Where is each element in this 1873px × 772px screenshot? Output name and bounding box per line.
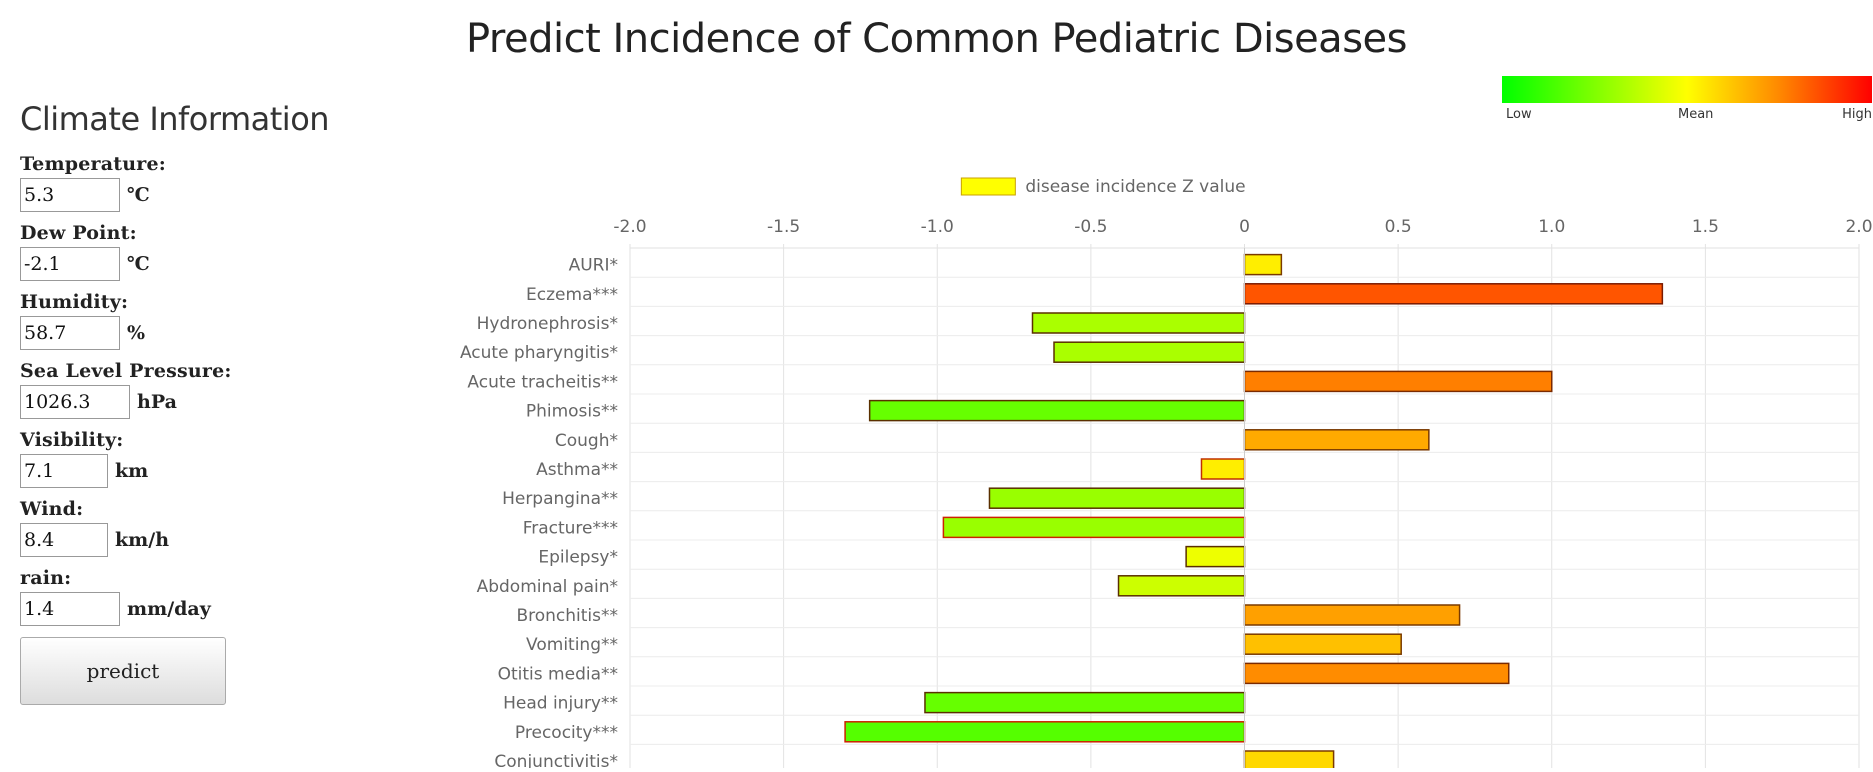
wind-field: Wind: km/h [20,498,420,557]
category-label: Bronchitis** [516,606,618,626]
rain-label: rain: [20,567,72,589]
bar-chart: disease incidence Z value -2.0 -1.5 -1.0 -0.… [460,177,1873,772]
page-title: Predict Incidence of Common Pediatric Di… [466,16,1407,62]
temperature-label: Temperature: [20,153,166,175]
category-label: Otitis media** [498,664,618,684]
color-gradient-bar [1502,76,1872,103]
sea-level-pressure-input[interactable] [20,385,130,419]
bar [1243,283,1664,305]
legend-swatch [960,177,1016,196]
scale-high-label: High [1842,107,1872,122]
bar [942,516,1246,539]
rain-field: rain: mm/day [20,567,420,626]
x-tick-label: -1.0 [921,217,954,237]
bar [1243,370,1553,393]
climate-heading: Climate Information [20,100,330,138]
category-label: Hydronephrosis* [477,314,618,334]
bar [1243,429,1430,451]
bar [1031,312,1246,334]
bar [868,399,1246,422]
climate-form: Climate Information Temperature: ℃ Dew P… [20,100,420,705]
dew-point-input[interactable] [20,247,120,281]
scale-mean-label: Mean [1678,107,1714,122]
rain-input[interactable] [20,592,120,626]
visibility-input[interactable] [20,454,108,488]
category-label: Conjunctivitis* [494,752,618,768]
wind-label: Wind: [20,498,84,520]
category-label: Herpangina** [502,489,618,509]
x-tick-label: 0 [1239,217,1250,237]
bar [1243,662,1510,685]
scale-low-label: Low [1506,107,1532,122]
wind-input[interactable] [20,523,108,557]
chart-area: disease incidence Z value -2.0 -1.5 -1.0 -0.… [0,160,1873,772]
dew-point-label: Dew Point: [20,222,137,244]
humidity-unit: % [127,322,146,344]
category-label: Acute tracheitis** [467,372,618,392]
x-tick-label: -2.0 [613,217,646,237]
bar [988,487,1246,509]
rain-unit: mm/day [127,598,211,620]
bar [1185,545,1246,568]
visibility-label: Visibility: [20,429,124,451]
x-tick-label: -1.5 [767,217,800,237]
visibility-unit: km [115,460,149,482]
humidity-input[interactable] [20,316,120,350]
x-tick-label: 1.0 [1538,217,1565,237]
dew-point-field: Dew Point: ℃ [20,222,420,281]
bar [1053,341,1246,363]
temperature-unit: ℃ [127,184,150,206]
category-label: Cough* [555,431,618,451]
x-tick-label: 0.5 [1385,217,1412,237]
sea-level-pressure-unit: hPa [137,391,177,413]
sea-level-pressure-label: Sea Level Pressure: [20,360,232,382]
category-label: Abdominal pain* [477,577,618,597]
x-tick-label: 1.5 [1692,217,1719,237]
bar [1243,633,1402,655]
bar [1200,458,1246,480]
temperature-field: Temperature: ℃ [20,153,420,212]
bar [1243,750,1335,772]
category-label: Phimosis** [526,402,618,422]
category-label: Asthma** [536,460,618,480]
sea-level-pressure-field: Sea Level Pressure: hPa [20,360,420,419]
category-label: AURI* [569,256,618,276]
humidity-label: Humidity: [20,291,129,313]
bar [1243,604,1461,626]
category-label: Precocity*** [515,723,618,743]
legend-label: disease incidence Z value [1025,177,1245,197]
category-label: Epilepsy* [538,548,618,568]
x-tick-label: 2.0 [1845,217,1872,237]
bar [844,721,1246,743]
x-tick-label: -0.5 [1074,217,1107,237]
humidity-field: Humidity: % [20,291,420,350]
category-label: Acute pharyngitis* [460,343,618,363]
bar [1117,575,1246,597]
dew-point-unit: ℃ [127,253,150,275]
bar [1243,253,1283,276]
category-label: Vomiting** [526,635,618,655]
color-scale-legend: Low Mean High [1502,76,1872,122]
bar [924,691,1246,714]
visibility-field: Visibility: km [20,429,420,488]
predict-button[interactable]: predict [20,637,226,705]
wind-unit: km/h [115,529,170,551]
category-label: Head injury** [503,694,618,714]
category-label: Fracture*** [523,518,618,538]
category-label: Eczema*** [526,285,618,305]
temperature-input[interactable] [20,178,120,212]
